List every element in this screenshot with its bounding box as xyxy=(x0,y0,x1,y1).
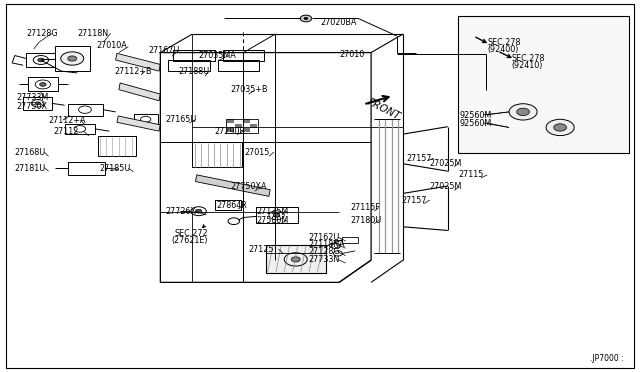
Text: 27733N: 27733N xyxy=(308,255,340,264)
Bar xyxy=(192,142,242,167)
Text: 27162U: 27162U xyxy=(308,232,340,242)
Text: (27621E): (27621E) xyxy=(172,236,209,246)
Polygon shape xyxy=(117,116,161,131)
Text: 27035+B: 27035+B xyxy=(230,85,268,94)
Bar xyxy=(98,136,136,156)
Bar xyxy=(342,237,358,243)
Circle shape xyxy=(61,52,84,65)
Text: 27157: 27157 xyxy=(402,196,428,205)
Text: 27118NA: 27118NA xyxy=(308,240,345,249)
Bar xyxy=(243,119,250,124)
Text: 27020BA: 27020BA xyxy=(320,19,356,28)
Circle shape xyxy=(516,108,529,116)
Polygon shape xyxy=(119,83,161,101)
Text: 27181U: 27181U xyxy=(15,164,46,173)
Text: 27726X: 27726X xyxy=(166,207,196,216)
Text: 92560M: 92560M xyxy=(460,119,492,128)
Bar xyxy=(243,128,250,132)
Text: 27025M: 27025M xyxy=(430,158,462,167)
Text: 27290R: 27290R xyxy=(214,126,246,136)
Text: 27115F: 27115F xyxy=(351,203,381,212)
Bar xyxy=(227,119,234,124)
Bar xyxy=(223,49,264,61)
Text: 27168U: 27168U xyxy=(15,148,46,157)
Text: 27167U: 27167U xyxy=(149,46,180,55)
Text: SEC.278: SEC.278 xyxy=(487,38,521,47)
Text: 27750X: 27750X xyxy=(17,102,47,111)
Text: 27185U: 27185U xyxy=(100,164,131,173)
Text: 27135M: 27135M xyxy=(256,207,289,216)
Bar xyxy=(168,60,209,71)
Circle shape xyxy=(509,104,537,120)
Text: 27157: 27157 xyxy=(406,154,432,163)
Bar xyxy=(65,124,95,134)
Bar xyxy=(256,208,298,223)
Text: 27125: 27125 xyxy=(248,244,274,253)
Bar xyxy=(266,245,326,273)
Text: 27112: 27112 xyxy=(53,126,79,136)
Bar xyxy=(226,119,258,133)
Circle shape xyxy=(554,124,566,131)
Circle shape xyxy=(273,214,280,217)
Bar xyxy=(28,77,58,92)
Text: 27188U: 27188U xyxy=(178,67,209,76)
Bar xyxy=(23,97,52,110)
Bar xyxy=(235,124,242,128)
Circle shape xyxy=(546,119,574,136)
Text: FRONT: FRONT xyxy=(366,96,402,121)
Bar xyxy=(55,46,90,71)
Text: 27112+B: 27112+B xyxy=(115,67,152,76)
Bar xyxy=(227,128,234,132)
Circle shape xyxy=(304,17,308,20)
Bar xyxy=(458,16,629,153)
Bar xyxy=(68,162,105,175)
Text: 27733M: 27733M xyxy=(17,93,49,102)
Text: .JP7000 :: .JP7000 : xyxy=(589,354,623,363)
Circle shape xyxy=(291,257,300,262)
Circle shape xyxy=(195,209,202,213)
Bar xyxy=(26,52,55,67)
Text: 27864R: 27864R xyxy=(216,201,247,210)
Text: 27580M: 27580M xyxy=(256,216,289,225)
Text: 27165U: 27165U xyxy=(166,115,197,124)
Text: 27015: 27015 xyxy=(244,148,270,157)
Polygon shape xyxy=(116,53,161,71)
Circle shape xyxy=(68,56,77,61)
Text: 92560M: 92560M xyxy=(460,111,492,120)
Text: SEC.272: SEC.272 xyxy=(174,229,208,238)
Text: 27035MA: 27035MA xyxy=(198,51,236,60)
Text: 27180U: 27180U xyxy=(351,216,382,225)
Bar xyxy=(218,60,259,71)
Bar xyxy=(134,115,158,124)
Circle shape xyxy=(40,83,46,86)
Polygon shape xyxy=(195,175,270,196)
Bar xyxy=(214,200,241,210)
Bar xyxy=(68,104,103,116)
Bar xyxy=(250,124,257,128)
Text: (92410): (92410) xyxy=(511,61,543,70)
Text: 27112+A: 27112+A xyxy=(49,116,86,125)
Circle shape xyxy=(35,102,40,105)
Text: 27128G: 27128G xyxy=(308,247,340,256)
Bar xyxy=(173,49,214,61)
Text: SEC.278: SEC.278 xyxy=(511,54,545,62)
Text: 27115: 27115 xyxy=(458,170,483,179)
Text: (92400): (92400) xyxy=(487,45,518,54)
Text: 27750XA: 27750XA xyxy=(230,182,267,191)
Text: 27118N: 27118N xyxy=(77,29,108,38)
Text: 27025M: 27025M xyxy=(430,182,462,191)
Circle shape xyxy=(38,58,44,62)
Text: 27010: 27010 xyxy=(339,49,364,58)
Text: 27010A: 27010A xyxy=(97,41,127,51)
Text: 27128G: 27128G xyxy=(26,29,58,38)
Circle shape xyxy=(300,15,312,22)
